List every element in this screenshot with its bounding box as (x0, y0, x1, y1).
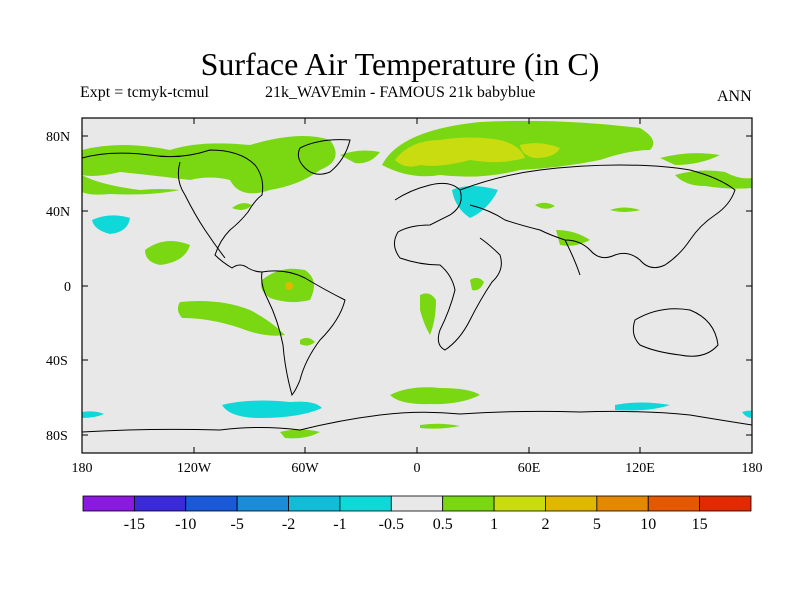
colorbar-label: -10 (175, 516, 196, 533)
fill-southern-cyan-2 (615, 402, 670, 411)
colorbar-label: -15 (124, 516, 145, 533)
y-tick-label: 40N (46, 205, 70, 220)
coastlines (81, 139, 753, 433)
y-tick-label: 0 (64, 280, 71, 295)
colorbar-swatch (647, 495, 701, 512)
fill-pacific-green (145, 241, 190, 265)
fill-arabia-green (556, 230, 590, 246)
colorbar-label: 10 (640, 516, 656, 533)
fill-pacific-cyan (92, 215, 130, 234)
colorbar-swatch (545, 495, 598, 512)
fill-southern-cyan-4 (742, 410, 752, 418)
colorbar-label: 0.5 (433, 516, 453, 533)
fill-africa-green (420, 293, 436, 335)
fill-central-asia-green (535, 202, 555, 209)
colorbar-swatch (390, 495, 444, 512)
fill-greenland-green (340, 150, 380, 164)
colorbar-label: -1 (333, 516, 346, 533)
colorbar-label: 2 (541, 516, 549, 533)
colorbar-swatch (442, 495, 495, 512)
colorbar (82, 495, 752, 512)
x-tick-label: 0 (414, 461, 421, 476)
plot-title: Surface Air Temperature (in C) (200, 46, 600, 82)
colorbar-swatch (185, 495, 238, 512)
fill-antarctic-green-2 (420, 423, 460, 429)
colorbar-label: 15 (692, 516, 708, 533)
fill-east-africa-green (470, 277, 484, 291)
y-tick-label: 80N (46, 130, 70, 145)
x-tick-label: 60W (291, 461, 319, 476)
x-tick-label: 180 (742, 461, 763, 476)
colorbar-swatch (82, 495, 135, 512)
fill-southern-ocean-green (390, 387, 480, 405)
colorbar-label: -5 (230, 516, 243, 533)
colorbar-swatch (236, 495, 289, 512)
y-tick-label: 80S (46, 429, 68, 444)
colorbar-labels: -15 -10 -5 -2 -1 -0.5 0.5 1 2 5 10 15 (124, 516, 708, 533)
colorbar-swatch (699, 495, 752, 512)
colorbar-swatch (339, 495, 392, 512)
colorbar-swatch (596, 495, 649, 512)
fill-ne-asia-green (660, 153, 720, 165)
colorbar-swatch (288, 495, 341, 512)
colorbar-swatch (493, 495, 546, 512)
experiment-name: 21k_WAVEmin - FAMOUS 21k babyblue (265, 84, 536, 101)
fill-siberia-yellow (395, 137, 525, 167)
colorbar-label: 5 (593, 516, 601, 533)
colorbar-label: -0.5 (379, 516, 404, 533)
fill-patagonia-green (300, 337, 315, 346)
season-label: ANN (717, 88, 752, 105)
fill-na-small-green (232, 203, 252, 210)
experiment-label: Expt = tcmyk-tcmul (80, 84, 209, 101)
x-tick-label: 120W (177, 461, 212, 476)
x-tick-label: 60E (518, 461, 541, 476)
fill-na-green (82, 136, 336, 194)
fill-south-pacific-green (177, 301, 285, 336)
fill-europe-cyan (452, 186, 498, 218)
fill-china-green (610, 207, 640, 212)
axis-ticks (82, 118, 752, 453)
fill-antarctic-green-1 (280, 429, 320, 439)
colorbar-label: -2 (282, 516, 295, 533)
fill-amazon-yellow (285, 282, 293, 290)
x-tick-label: 180 (72, 461, 93, 476)
x-tick-label: 120E (625, 461, 655, 476)
colorbar-label: 1 (490, 516, 498, 533)
fill-southern-cyan-3 (82, 411, 104, 418)
y-tick-label: 40S (46, 354, 68, 369)
fill-siberia-yellow-2 (520, 143, 560, 158)
fill-southern-cyan-1 (222, 400, 322, 418)
fill-na-green-2 (82, 175, 180, 195)
colorbar-swatch (133, 495, 187, 512)
anomaly-fills (82, 120, 752, 439)
fill-east-asia-green (675, 170, 752, 189)
